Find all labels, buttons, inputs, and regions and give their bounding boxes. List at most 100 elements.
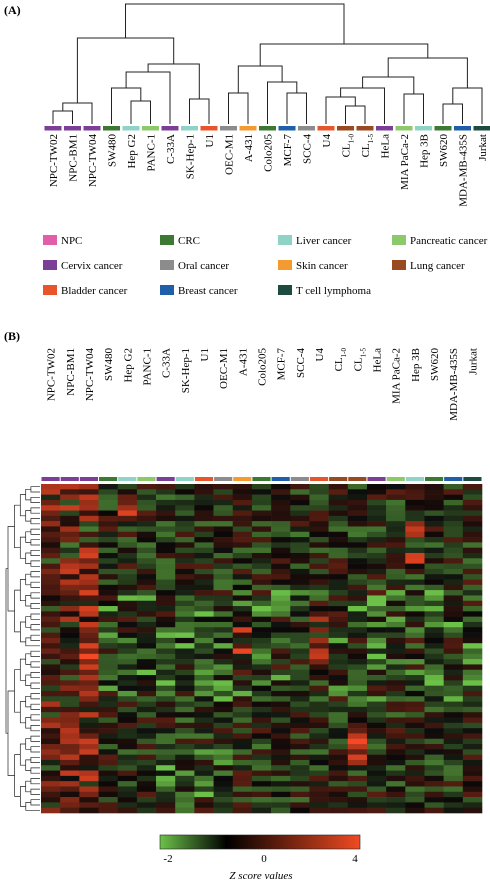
heatmap-cell	[79, 755, 98, 761]
heatmap-cell	[348, 765, 367, 771]
heatmap-cell	[444, 622, 463, 628]
heatmap-cell	[309, 808, 328, 814]
heatmap-cell	[214, 516, 233, 522]
heatmap-cell	[386, 548, 405, 554]
heatmap-cell	[386, 643, 405, 649]
sample-color-chip	[348, 477, 366, 481]
heatmap-cell	[214, 622, 233, 628]
heatmap-cell	[156, 611, 175, 617]
heatmap-cell	[424, 489, 443, 495]
heatmap-cell	[309, 659, 328, 665]
heatmap-cell	[271, 633, 290, 639]
heatmap-cell	[60, 548, 79, 554]
heatmap-cell	[118, 633, 137, 639]
heatmap-cell	[214, 723, 233, 729]
heatmap-cell	[79, 638, 98, 644]
heatmap-cell	[233, 765, 252, 771]
heatmap-cell	[348, 712, 367, 718]
colorbar-tick-zero: 0	[261, 853, 267, 865]
heatmap-cell	[194, 675, 213, 681]
heatmap-cell	[329, 739, 348, 745]
heatmap-cell	[271, 749, 290, 755]
sample-label: U1	[199, 348, 211, 361]
heatmap-cell	[348, 532, 367, 538]
heatmap-cell	[252, 776, 271, 782]
dendrogram-link	[31, 561, 40, 566]
dendrogram-link	[260, 44, 428, 66]
heatmap-cell	[118, 670, 137, 676]
heatmap-cell	[329, 776, 348, 782]
heatmap-cell	[290, 728, 309, 734]
sample-label: NPC-TW02	[46, 348, 58, 401]
legend-swatch	[43, 235, 57, 245]
heatmap-cell	[367, 728, 386, 734]
sample-dendrogram	[53, 4, 482, 124]
dendrogram-link	[31, 582, 40, 587]
heatmap-cell	[271, 786, 290, 792]
heatmap-cell	[137, 686, 156, 692]
heatmap-cell	[386, 749, 405, 755]
dendrogram-link	[131, 101, 151, 124]
heatmap-cell	[137, 728, 156, 734]
heatmap-cell	[386, 702, 405, 708]
heatmap-cell	[41, 691, 60, 697]
heatmap-cell	[60, 670, 79, 676]
heatmap-cell	[252, 808, 271, 814]
heatmap-cell	[463, 553, 482, 559]
heatmap-cell	[386, 484, 405, 490]
heatmap-cell	[156, 516, 175, 522]
heatmap-cell	[463, 532, 482, 538]
heatmap-cell	[329, 723, 348, 729]
heatmap-cell	[137, 537, 156, 543]
heatmap-cell	[444, 649, 463, 655]
heatmap-cell	[252, 627, 271, 633]
heatmap-cell	[424, 505, 443, 511]
heatmap-cell	[329, 585, 348, 591]
heatmap-cell	[41, 505, 60, 511]
heatmap-cell	[329, 781, 348, 787]
heatmap-cell	[233, 696, 252, 702]
heatmap-cell	[463, 627, 482, 633]
heatmap-cell	[60, 553, 79, 559]
heatmap-cell	[386, 569, 405, 575]
heatmap-cell	[367, 686, 386, 692]
heatmap-cell	[463, 728, 482, 734]
heatmap-cell	[367, 739, 386, 745]
heatmap-cell	[444, 585, 463, 591]
heatmap-cell	[175, 739, 194, 745]
heatmap-cell	[233, 564, 252, 570]
heatmap-cell	[137, 776, 156, 782]
heatmap-cell	[444, 739, 463, 745]
heatmap-cell	[156, 649, 175, 655]
heatmap-cell	[194, 781, 213, 787]
heatmap-cell	[252, 558, 271, 564]
sample-label: PANC-1	[141, 348, 153, 386]
heatmap-cell	[329, 516, 348, 522]
heatmap-cell	[424, 643, 443, 649]
heatmap-cell	[386, 739, 405, 745]
heatmap-cell	[348, 749, 367, 755]
heatmap-cell	[99, 781, 118, 787]
heatmap-cell	[156, 675, 175, 681]
heatmap-cell	[367, 755, 386, 761]
heatmap-cell	[271, 755, 290, 761]
heatmap-cell	[175, 574, 194, 580]
heatmap-cell	[214, 792, 233, 798]
heatmap-cell	[405, 755, 424, 761]
heatmap-cell	[41, 558, 60, 564]
heatmap-cell	[60, 611, 79, 617]
heatmap-cell	[79, 606, 98, 612]
heatmap-cell	[386, 585, 405, 591]
heatmap-cell	[175, 792, 194, 798]
heatmap-cell	[194, 564, 213, 570]
dendrogram-link	[31, 635, 40, 640]
heatmap-cell	[41, 643, 60, 649]
heatmap-cell	[424, 521, 443, 527]
heatmap-cell	[348, 611, 367, 617]
heatmap-cell	[252, 755, 271, 761]
heatmap-cell	[118, 495, 137, 501]
heatmap-cell	[309, 680, 328, 686]
heatmap-cell	[233, 659, 252, 665]
heatmap-cell	[309, 500, 328, 506]
heatmap-cell	[99, 505, 118, 511]
